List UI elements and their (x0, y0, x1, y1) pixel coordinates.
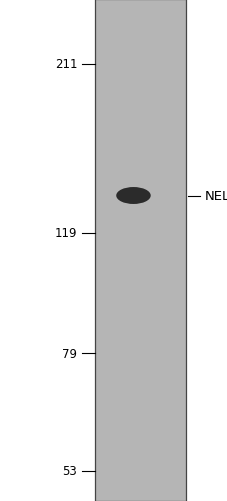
Ellipse shape (116, 188, 151, 204)
Text: 211: 211 (55, 58, 77, 71)
Text: 119: 119 (55, 227, 77, 239)
Text: 53: 53 (62, 464, 77, 477)
Bar (95, 0, 186, 501)
Text: NELL1: NELL1 (204, 189, 227, 202)
Text: 79: 79 (62, 347, 77, 360)
